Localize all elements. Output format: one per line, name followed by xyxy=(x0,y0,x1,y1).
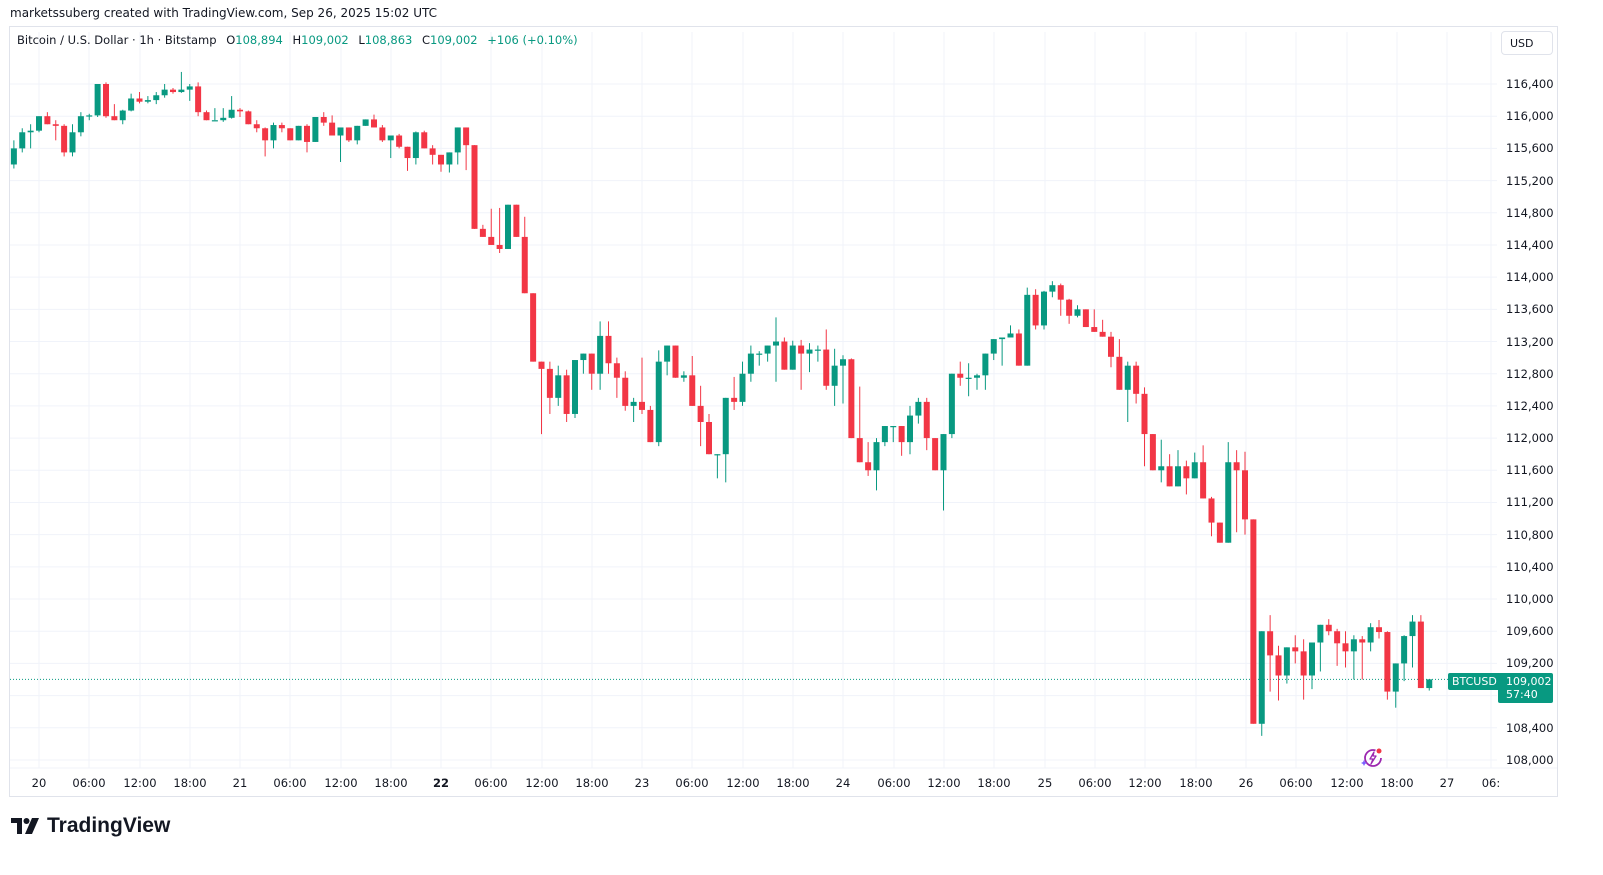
price-tick-label: 111,600 xyxy=(1506,463,1554,478)
tradingview-logo-icon xyxy=(11,818,39,834)
chart-credit: marketssuberg created with TradingView.c… xyxy=(10,6,437,20)
time-tick-label: 12:00 xyxy=(1128,776,1162,790)
close-label: C xyxy=(422,33,431,47)
price-tick-label: 113,600 xyxy=(1506,302,1554,317)
bar-countdown: 57:40 xyxy=(1506,688,1538,701)
time-tick-label: 18:00 xyxy=(776,776,810,790)
high-value: 109,002 xyxy=(301,33,349,47)
price-tick-label: 114,000 xyxy=(1506,270,1554,285)
price-tick-label: 110,000 xyxy=(1506,592,1554,607)
price-tick-label: 116,400 xyxy=(1506,77,1554,91)
low-value: 108,863 xyxy=(364,33,413,47)
price-tick-label: 109,600 xyxy=(1506,624,1554,639)
price-tick-label: 115,600 xyxy=(1506,141,1554,156)
time-tick-label: 06:00 xyxy=(273,776,307,790)
time-tick-label: 18:00 xyxy=(173,776,207,790)
time-tick-label: 12:00 xyxy=(123,776,157,790)
time-tick-label: 12:00 xyxy=(324,776,358,790)
price-tick-label: 116,000 xyxy=(1506,109,1554,124)
last-price: 109,002 xyxy=(1506,675,1552,688)
price-tick-label: 110,800 xyxy=(1506,527,1554,542)
time-tick-label: 24 xyxy=(835,776,851,790)
price-tick-label: 114,800 xyxy=(1506,205,1554,220)
time-tick-label: 20 xyxy=(31,776,47,790)
time-tick-label: 12:00 xyxy=(726,776,760,790)
price-tick-label: 113,200 xyxy=(1506,334,1554,349)
price-tick-label: 108,400 xyxy=(1506,720,1554,735)
ohlc-legend: Bitcoin / U.S. Dollar · 1h · Bitstamp O1… xyxy=(17,33,578,47)
time-tick-label: 06:00 xyxy=(1078,776,1112,790)
time-tick-label: 18:00 xyxy=(1179,776,1213,790)
time-tick-label: 23 xyxy=(634,776,650,790)
time-tick-label: 18:00 xyxy=(575,776,609,790)
price-tick-label: 114,400 xyxy=(1506,237,1554,252)
time-tick-label: 06:00 xyxy=(675,776,709,790)
time-tick-label: 06:00 xyxy=(474,776,508,790)
time-tick-label: 25 xyxy=(1037,776,1053,790)
open-value: 108,894 xyxy=(235,33,283,47)
time-tick-label: 18:00 xyxy=(977,776,1011,790)
time-tick-label: 26 xyxy=(1238,776,1254,790)
price-tick-label: 112,800 xyxy=(1506,366,1554,381)
lightning-assistant-icon[interactable] xyxy=(1359,746,1385,770)
time-tick-label: 12:00 xyxy=(927,776,961,790)
time-tick-label: 12:00 xyxy=(525,776,559,790)
low-label: L xyxy=(358,33,365,47)
tradingview-logo[interactable]: TradingView xyxy=(11,814,170,838)
price-tick-label: 108,000 xyxy=(1506,753,1554,767)
time-tick-label: 18:00 xyxy=(374,776,408,790)
price-tick-label: 112,000 xyxy=(1506,431,1554,446)
time-tick-label: 21 xyxy=(232,776,248,790)
time-tick-label: 06:00 xyxy=(877,776,911,790)
price-tick-label: 110,400 xyxy=(1506,559,1554,574)
symbol-price-tag: BTCUSD xyxy=(1448,673,1501,690)
time-tick-label: 06: xyxy=(1481,776,1501,790)
close-value: 109,002 xyxy=(430,33,478,47)
open-label: O xyxy=(226,33,236,47)
price-tick-label: 109,200 xyxy=(1506,656,1554,671)
time-tick-label: 06:00 xyxy=(1279,776,1313,790)
candles xyxy=(10,71,1433,736)
symbol-description[interactable]: Bitcoin / U.S. Dollar · 1h · Bitstamp xyxy=(17,33,217,47)
tradingview-logo-text: TradingView xyxy=(47,814,171,837)
price-tick-label: 111,200 xyxy=(1506,495,1554,510)
time-tick-label: 22 xyxy=(432,776,450,790)
currency-button[interactable]: USD xyxy=(1501,31,1553,55)
time-tick-label: 18:00 xyxy=(1380,776,1414,790)
price-tick-label: 112,400 xyxy=(1506,398,1554,413)
high-label: H xyxy=(292,33,302,47)
price-tick-label: 115,200 xyxy=(1506,173,1554,188)
last-price-tag: 109,002 57:40 xyxy=(1498,673,1553,703)
time-tick-label: 12:00 xyxy=(1330,776,1364,790)
chart-frame xyxy=(9,26,1558,797)
change-value: +106 (+0.10%) xyxy=(487,33,578,47)
time-tick-label: 27 xyxy=(1439,776,1455,790)
time-tick-label: 06:00 xyxy=(72,776,106,790)
